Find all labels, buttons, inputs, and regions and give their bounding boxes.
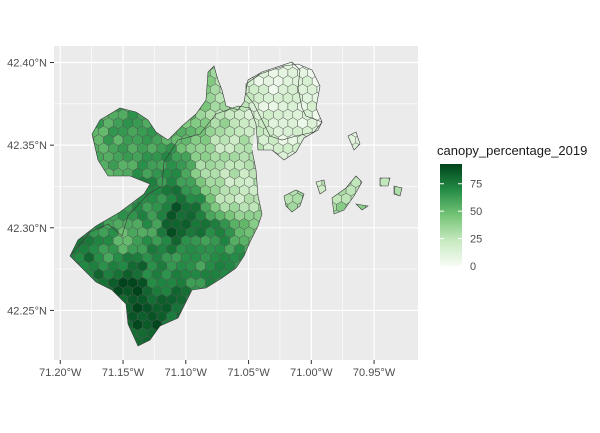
y-tick-label: 42.30°N xyxy=(7,223,47,235)
x-axis: 71.20°W 71.15°W 71.10°W 71.05°W 71.00°W 70.95… xyxy=(39,360,396,379)
y-tick-label: 42.40°N xyxy=(7,58,47,70)
y-axis: 42.40°N 42.35°N 42.30°N 42.25°N xyxy=(7,58,54,317)
legend-tick-label: 25 xyxy=(470,234,482,246)
y-tick-label: 42.35°N xyxy=(7,140,47,152)
x-tick-label: 71.05°W xyxy=(227,367,270,379)
legend-colorbar xyxy=(440,164,462,266)
x-tick-label: 71.00°W xyxy=(290,367,333,379)
y-tick-label: 42.25°N xyxy=(7,305,47,317)
land-outline xyxy=(69,61,403,347)
legend-ticks: 0 25 50 75 xyxy=(440,179,482,273)
x-tick-label: 71.10°W xyxy=(165,367,208,379)
legend-tick-label: 50 xyxy=(470,206,482,218)
x-tick-label: 70.95°W xyxy=(353,367,396,379)
legend-tick-label: 75 xyxy=(470,179,482,191)
legend-tick-label: 0 xyxy=(470,261,476,273)
legend-title: canopy_percentage_2019 xyxy=(437,143,588,158)
x-tick-label: 71.20°W xyxy=(39,367,82,379)
x-tick-label: 71.15°W xyxy=(102,367,145,379)
